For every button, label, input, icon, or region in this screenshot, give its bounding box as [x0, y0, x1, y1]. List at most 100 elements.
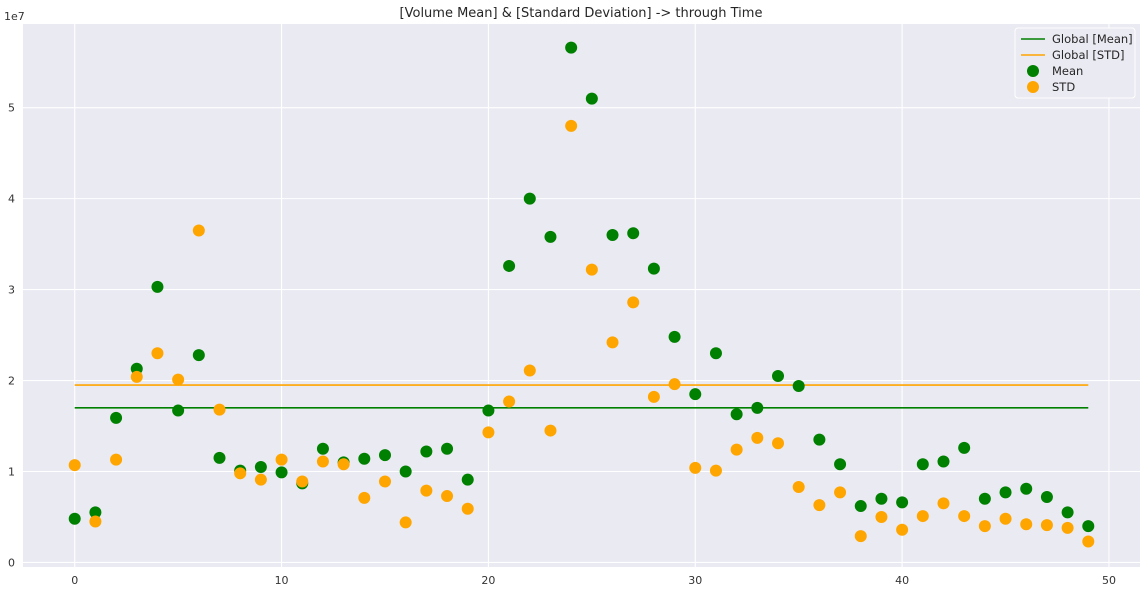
- x-tick-label: 30: [688, 574, 702, 587]
- legend-box: [1014, 27, 1136, 99]
- std-point: [1061, 521, 1074, 534]
- legend-swatch-dot: [1027, 65, 1039, 77]
- mean-point: [1040, 490, 1053, 503]
- std-point: [875, 510, 888, 523]
- std-point: [420, 484, 433, 497]
- mean-point: [565, 41, 578, 54]
- mean-point: [316, 442, 329, 455]
- std-point: [296, 475, 309, 488]
- std-point: [772, 437, 785, 450]
- std-point: [110, 453, 123, 466]
- std-point: [585, 263, 598, 276]
- std-point: [275, 453, 288, 466]
- std-point: [544, 424, 557, 437]
- mean-point: [213, 451, 226, 464]
- mean-point: [730, 408, 743, 421]
- mean-point: [151, 280, 164, 293]
- std-point: [482, 426, 495, 439]
- std-point: [130, 370, 143, 383]
- mean-point: [834, 458, 847, 471]
- legend-label: Global [Mean]: [1052, 32, 1133, 46]
- std-point: [89, 515, 102, 528]
- mean-point: [999, 486, 1012, 499]
- mean-point: [606, 229, 619, 242]
- std-point: [647, 390, 660, 403]
- std-point: [151, 347, 164, 360]
- mean-point: [627, 227, 640, 240]
- std-point: [689, 461, 702, 474]
- mean-point: [647, 262, 660, 275]
- mean-point: [854, 500, 867, 513]
- std-point: [937, 497, 950, 510]
- mean-point: [792, 380, 805, 392]
- y-tick-label: 5: [8, 102, 15, 115]
- mean-point: [1061, 506, 1074, 519]
- points: [68, 41, 1095, 548]
- mean-point: [668, 330, 681, 343]
- y-tick-label: 3: [8, 284, 15, 297]
- std-point: [916, 510, 929, 523]
- mean-point: [523, 192, 536, 205]
- mean-point: [89, 506, 102, 519]
- std-point: [254, 473, 267, 486]
- std-point: [461, 502, 474, 515]
- std-point: [213, 403, 226, 416]
- mean-point: [772, 369, 785, 382]
- mean-point: [192, 349, 205, 362]
- mean-point: [420, 445, 433, 458]
- mean-point: [1082, 520, 1095, 533]
- mean-point: [378, 449, 391, 462]
- std-point: [337, 458, 350, 471]
- std-point: [958, 510, 971, 523]
- std-point: [627, 296, 640, 309]
- mean-point: [813, 433, 826, 446]
- std-point: [68, 459, 81, 472]
- std-point: [854, 530, 867, 543]
- x-tick-label: 20: [481, 574, 495, 587]
- y-tick-label: 1: [8, 465, 15, 478]
- mean-point: [978, 492, 991, 505]
- mean-point: [916, 458, 929, 471]
- legend-swatch-dot: [1027, 81, 1039, 93]
- std-point: [192, 224, 205, 237]
- legend-label: STD: [1052, 80, 1075, 94]
- std-point: [896, 523, 909, 536]
- std-point: [999, 512, 1012, 525]
- std-point: [358, 491, 371, 504]
- std-point: [523, 364, 536, 377]
- mean-point: [958, 441, 971, 454]
- std-point: [606, 336, 619, 349]
- std-point: [234, 467, 247, 480]
- chart-title: [Volume Mean] & [Standard Deviation] -> …: [400, 6, 763, 21]
- std-point: [668, 378, 681, 391]
- mean-point: [254, 460, 267, 473]
- tick-labels: 0 10 20 30 40 50 0 1 2 3 4 5: [8, 102, 1116, 587]
- mean-point: [441, 442, 454, 455]
- x-tick-label: 10: [275, 574, 289, 587]
- mean-point: [358, 452, 371, 465]
- legend-label: Mean: [1052, 64, 1083, 78]
- std-point: [1040, 519, 1053, 532]
- std-point: [1020, 518, 1033, 531]
- plot-area: [23, 24, 1140, 567]
- std-point: [172, 373, 185, 386]
- legend: Global [Mean] Global [STD] Mean STD: [1014, 27, 1136, 99]
- mean-point: [399, 465, 412, 478]
- std-point: [503, 395, 516, 408]
- std-point: [813, 499, 826, 512]
- std-point: [751, 431, 764, 444]
- std-point: [978, 520, 991, 533]
- x-tick-label: 40: [895, 574, 909, 587]
- mean-point: [482, 404, 495, 417]
- std-point: [834, 486, 847, 499]
- mean-point: [1020, 482, 1033, 495]
- mean-point: [896, 496, 909, 509]
- mean-point: [585, 92, 598, 105]
- std-point: [730, 443, 743, 456]
- mean-point: [875, 492, 888, 505]
- std-point: [441, 490, 454, 503]
- std-point: [1082, 535, 1095, 548]
- y-offset-label: 1e7: [4, 10, 25, 23]
- mean-point: [68, 512, 81, 525]
